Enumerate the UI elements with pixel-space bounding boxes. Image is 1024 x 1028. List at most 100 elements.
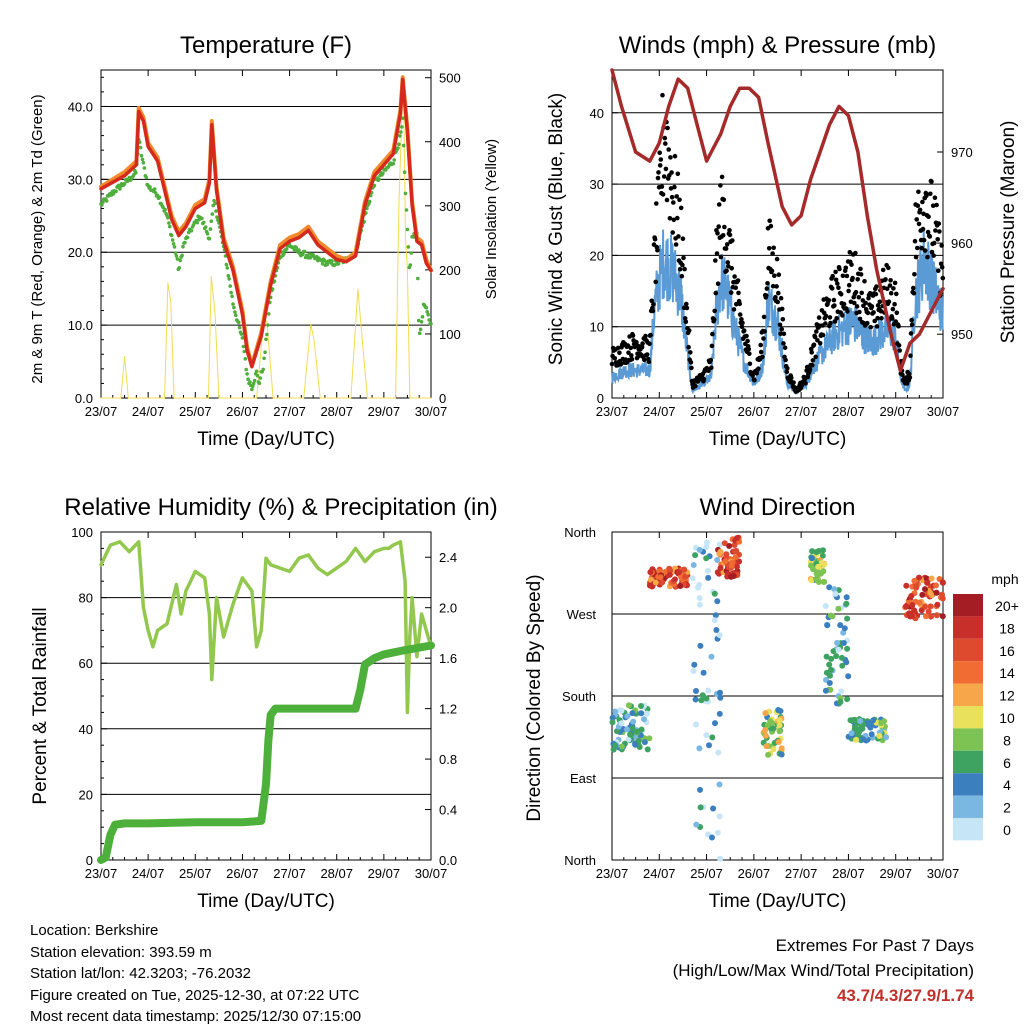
gust-point	[630, 333, 636, 338]
x-tick-label: 30/07	[927, 866, 960, 881]
direction-point	[696, 601, 703, 608]
gust-point	[677, 197, 682, 203]
gust-point	[909, 317, 914, 323]
direction-point	[716, 813, 723, 820]
dewpoint-point	[251, 381, 256, 386]
direction-point	[717, 689, 723, 696]
dewpoint-point	[251, 384, 255, 389]
gust-point	[713, 258, 718, 263]
direction-point	[638, 726, 645, 733]
direction-point	[848, 730, 855, 737]
dewpoint-point	[381, 171, 385, 176]
direction-point	[843, 594, 850, 601]
direction-point	[870, 717, 877, 724]
direction-point	[641, 739, 648, 746]
direction-point	[776, 728, 783, 735]
dewpoint-point	[401, 143, 406, 148]
gust-point	[774, 284, 779, 289]
dewpoint-point	[297, 248, 301, 252]
direction-point	[933, 582, 939, 589]
direction-point	[833, 653, 840, 660]
dewpoint-point	[402, 170, 407, 174]
direction-point	[721, 540, 728, 547]
dewpoint-point	[152, 187, 157, 191]
dewpoint-point	[174, 254, 179, 258]
gust-point	[655, 175, 661, 181]
gust-point	[758, 349, 764, 355]
gust-point	[808, 346, 814, 352]
colorbar-label: 4	[1003, 777, 1011, 793]
gust-point	[761, 314, 767, 320]
dewpoint-point	[261, 367, 266, 372]
gust-point	[834, 316, 839, 321]
direction-point	[731, 542, 738, 548]
gust-point	[716, 224, 721, 229]
y-tick-label: 0	[597, 391, 604, 406]
dewpoint-point	[224, 262, 229, 267]
direction-point	[638, 703, 644, 709]
gust-point	[640, 341, 645, 346]
direction-point	[716, 550, 723, 557]
gust-point	[926, 214, 931, 219]
gust-point	[722, 224, 727, 230]
y-tick-label: 80	[79, 591, 93, 606]
direction-point	[769, 720, 776, 727]
direction-point	[832, 590, 839, 597]
dewpoint-point	[416, 318, 421, 323]
dewpoint-point	[100, 203, 104, 207]
direction-point	[777, 708, 784, 714]
direction-point	[826, 584, 833, 591]
gust-point	[920, 199, 925, 205]
gust-point	[810, 362, 815, 368]
direction-point	[627, 731, 634, 738]
gust-point	[783, 357, 788, 363]
dewpoint-point	[229, 290, 233, 295]
direction-point	[625, 736, 632, 743]
direction-point	[624, 713, 631, 720]
wind-speed-line	[611, 227, 944, 396]
x-tick-label: 28/07	[832, 404, 865, 419]
direction-point	[837, 698, 844, 705]
gust-point	[682, 266, 687, 272]
gust-point	[847, 250, 853, 255]
direction-point	[697, 804, 704, 811]
gust-point	[896, 343, 902, 348]
y-axis-label: 2m & 9m T (Red, Orange) & 2m Td (Green)	[29, 94, 46, 383]
gust-point	[679, 273, 685, 279]
solar-insolation-line	[100, 96, 432, 399]
gust-point	[731, 307, 737, 312]
dewpoint-point	[243, 357, 248, 361]
gust-point	[858, 266, 863, 272]
gust-point	[891, 286, 896, 291]
direction-point	[830, 648, 837, 655]
gust-point	[888, 278, 893, 283]
dewpoint-point	[168, 224, 172, 229]
dewpoint-point	[284, 247, 289, 251]
dewpoint-point	[180, 253, 184, 258]
dewpoint-point	[153, 191, 158, 195]
dewpoint-point	[205, 231, 210, 236]
gust-point	[727, 228, 732, 233]
y2-tick-label: 300	[439, 199, 461, 214]
gust-point	[932, 240, 937, 246]
colorbar-label: 16	[999, 643, 1015, 659]
gust-point	[859, 290, 864, 296]
direction-point	[883, 734, 890, 741]
dewpoint-point	[215, 215, 219, 219]
direction-point	[689, 575, 696, 582]
direction-point	[921, 603, 928, 610]
direction-point	[939, 579, 946, 586]
temp-9m-line	[99, 75, 433, 368]
dewpoint-point	[104, 199, 109, 203]
gust-point	[732, 274, 737, 279]
direction-point	[839, 662, 846, 669]
gust-point	[663, 166, 669, 172]
gust-point	[660, 92, 665, 98]
direction-point	[657, 574, 664, 581]
gust-point	[924, 193, 929, 198]
gust-point	[686, 328, 692, 333]
direction-point	[835, 605, 842, 612]
gust-point	[931, 253, 936, 258]
direction-point	[818, 560, 825, 566]
direction-point	[728, 573, 735, 580]
